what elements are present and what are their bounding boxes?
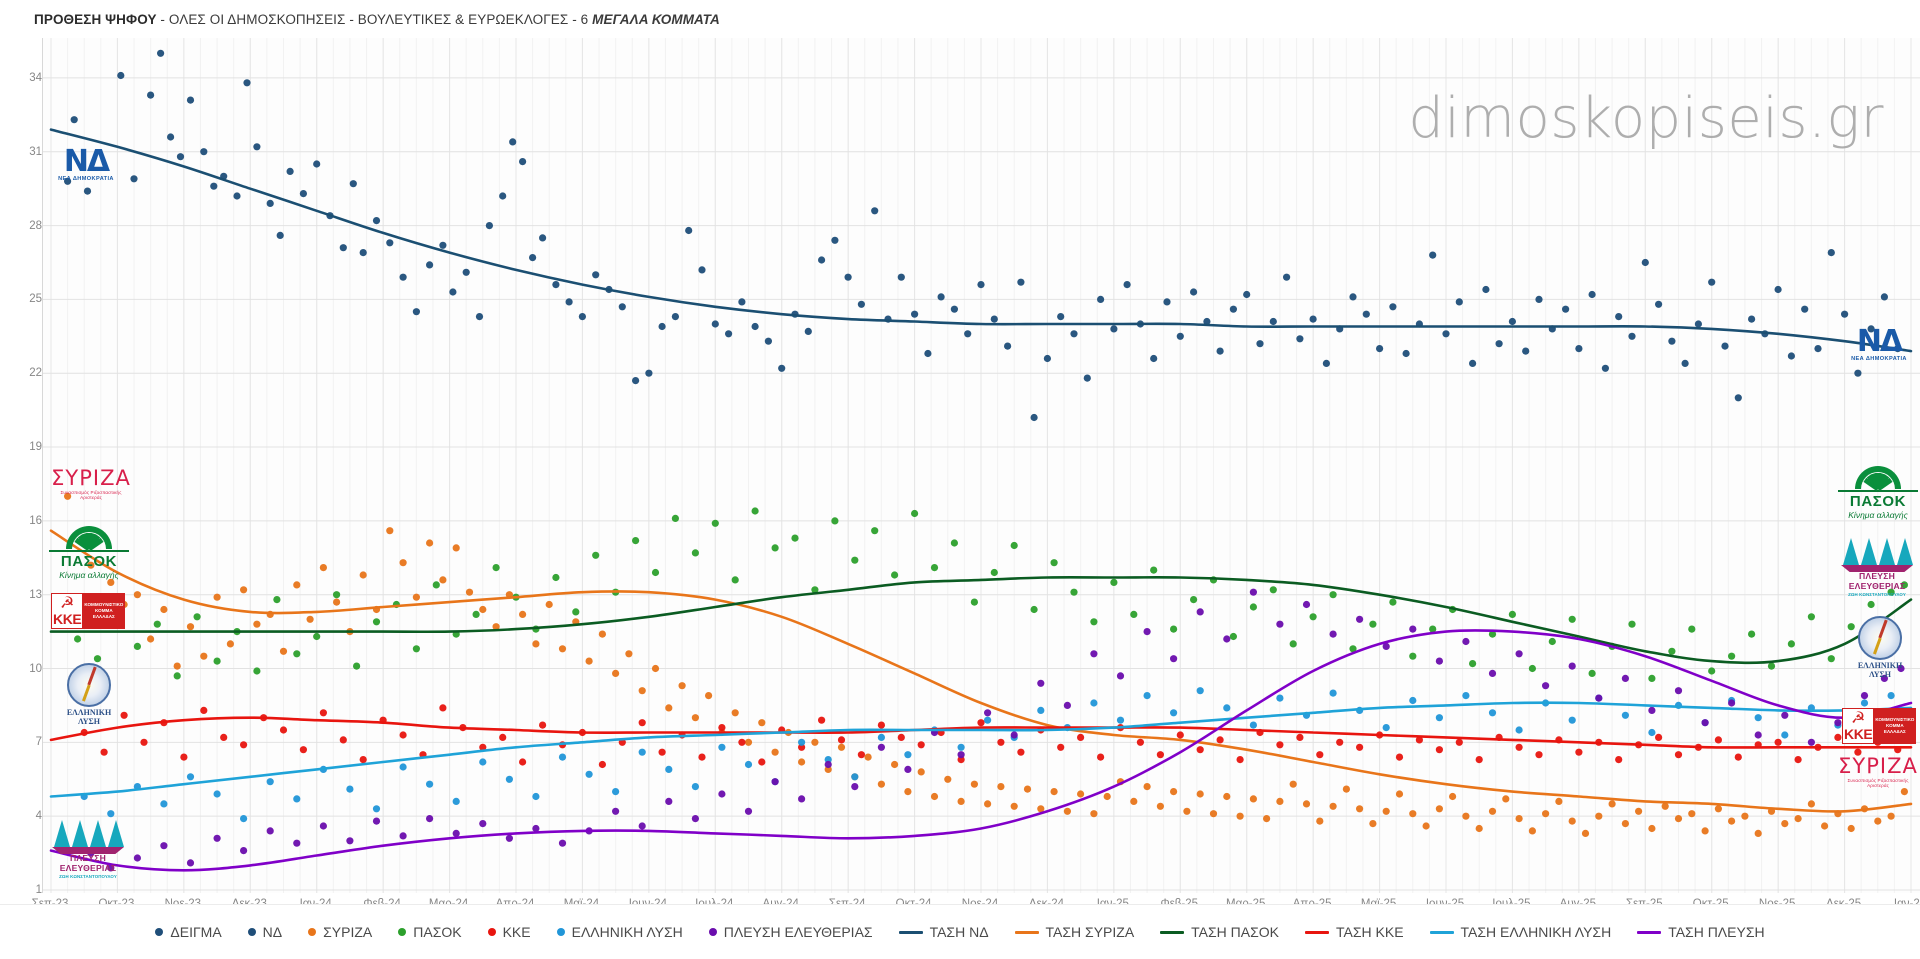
legend-label: ΤΑΣΗ ΣΥΡΙΖΑ (1045, 924, 1135, 940)
legend-line-swatch (898, 930, 923, 934)
chart-svg (43, 38, 1920, 893)
legend-dot-swatch (308, 928, 317, 936)
legend-item[interactable]: ΝΔ (247, 924, 283, 940)
legend-label: ΤΑΣΗ ΠΛΕΥΣΗ (1668, 924, 1765, 940)
trend-ΤΑΣΗ ΠΛΕΥΣΗ (49, 629, 1913, 872)
y-tick-label: 25 (29, 293, 42, 306)
legend-item[interactable]: ΤΑΣΗ ΕΛΛΗΝΙΚΗ ΛΥΣΗ (1429, 924, 1612, 940)
title-strong: ΠΡΟΘΕΣΗ ΨΗΦΟΥ (34, 11, 157, 27)
legend-item[interactable]: ΔΕΙΓΜΑ (155, 924, 222, 940)
y-tick-label: 28 (29, 219, 42, 232)
legend-line-swatch (1014, 930, 1039, 934)
legend-item[interactable]: ΤΑΣΗ ΠΑΣΟΚ (1160, 924, 1279, 940)
legend-dot-swatch (708, 928, 717, 936)
legend-item[interactable]: ΠΑΣΟΚ (398, 924, 462, 940)
legend-label: ΤΑΣΗ ΝΔ (929, 924, 989, 940)
trend-ΤΑΣΗ ΝΔ (49, 128, 1913, 353)
y-tick-label: 13 (29, 588, 42, 601)
legend-item[interactable]: ΤΑΣΗ ΣΥΡΙΖΑ (1014, 924, 1135, 940)
points-ΣΥΡΙΖΑ (64, 492, 1908, 838)
legend-line-swatch (1305, 930, 1330, 934)
legend-item[interactable]: ΤΑΣΗ ΚΚΕ (1305, 924, 1404, 940)
y-axis: 1 4 7 10 13 16 19 22 25 28 31 34 (0, 38, 42, 896)
legend-label: ΝΔ (262, 924, 283, 940)
chart-legend: ΔΕΙΓΜΑ ΝΔ ΣΥΡΙΖΑ ΠΑΣΟΚ ΚΚΕ ΕΛΛΗΝΙΚΗ ΛΥΣΗ ΠΛΕΥΣ… (0, 904, 1920, 959)
legend-dot-swatch (247, 928, 256, 936)
legend-item[interactable]: ΕΛΛΗΝΙΚΗ ΛΥΣΗ (556, 924, 683, 940)
legend-label: ΚΚΕ (502, 924, 531, 940)
legend-label: ΔΕΙΓΜΑ (170, 924, 222, 940)
page-title: ΠΡΟΘΕΣΗ ΨΗΦΟΥ - ΟΛΕΣ ΟΙ ΔΗΜΟΣΚΟΠΗΣΕΙΣ - … (0, 0, 1920, 38)
legend-item[interactable]: ΤΑΣΗ ΠΛΕΥΣΗ (1637, 924, 1765, 940)
legend-line-swatch (1429, 930, 1454, 934)
y-tick-label: 34 (29, 71, 42, 84)
legend-label: ΤΑΣΗ ΠΑΣΟΚ (1191, 924, 1280, 940)
points-ΠΑΣΟΚ (74, 507, 1908, 683)
legend-item[interactable]: ΠΛΕΥΣΗ ΕΛΕΥΘΕΡΙΑΣ (708, 924, 873, 940)
y-tick-label: 7 (35, 736, 42, 749)
trend-ΤΑΣΗ ΚΚΕ (49, 716, 1913, 749)
y-tick-label: 16 (29, 514, 42, 527)
legend-label: ΣΥΡΙΖΑ (323, 924, 373, 940)
y-tick-label: 19 (29, 441, 42, 454)
legend-label: ΕΛΛΗΝΙΚΗ ΛΥΣΗ (571, 924, 683, 940)
trend-ΤΑΣΗ ΠΑΣΟΚ (49, 576, 1913, 665)
legend-dot-swatch (556, 928, 565, 936)
legend-dot-swatch (398, 928, 407, 936)
title-italic: ΜΕΓΑΛΑ ΚΟΜΜΑΤΑ (592, 11, 720, 27)
trend-ΤΑΣΗ ΣΥΡΙΖΑ (49, 529, 1913, 813)
legend-item[interactable]: ΣΥΡΙΖΑ (308, 924, 372, 940)
points-ΕΛΛΗΝΙΚΗ ΛΥΣΗ (80, 687, 1895, 823)
trend-ΤΑΣΗ ΕΛΛΗΝΙΚΗ ΛΥΣΗ (49, 701, 1913, 798)
legend-line-swatch (1637, 930, 1662, 934)
plot-area: 1 4 7 10 13 16 19 22 25 28 31 34 dimoskopiseis.gr Ν… (0, 38, 1920, 910)
legend-item[interactable]: ΤΑΣΗ ΝΔ (898, 924, 989, 940)
y-tick-label: 31 (29, 145, 42, 158)
legend-label: ΤΑΣΗ ΕΛΛΗΝΙΚΗ ΛΥΣΗ (1460, 924, 1612, 940)
y-tick-label: 22 (29, 367, 42, 380)
y-tick-label: 4 (35, 810, 42, 823)
title-plain: - ΟΛΕΣ ΟΙ ΔΗΜΟΣΚΟΠΗΣΕΙΣ - ΒΟΥΛΕΥΤΙΚΕΣ & … (156, 11, 593, 27)
y-tick-label: 1 (35, 884, 42, 896)
points-ΝΔ (64, 49, 1902, 422)
y-tick-label: 10 (29, 662, 42, 675)
legend-label: ΠΛΕΥΣΗ ΕΛΕΥΘΕΡΙΑΣ (723, 924, 873, 940)
legend-line-swatch (1160, 930, 1185, 934)
points-ΠΛΕΥΣΗ ΕΛΕΥΘΕΡΙΑΣ (83, 588, 1905, 872)
legend-dot-swatch (155, 928, 164, 936)
legend-dot-swatch (487, 928, 496, 936)
legend-item[interactable]: ΚΚΕ (487, 924, 531, 940)
legend-label: ΠΑΣΟΚ (413, 924, 462, 940)
plot-canvas: dimoskopiseis.gr ΝΔ ΝΕΑ ΔΗΜΟΚΡΑΤΙΑ ΣΥΡΙΖ… (42, 38, 1920, 893)
legend-label: ΤΑΣΗ ΚΚΕ (1336, 924, 1404, 940)
